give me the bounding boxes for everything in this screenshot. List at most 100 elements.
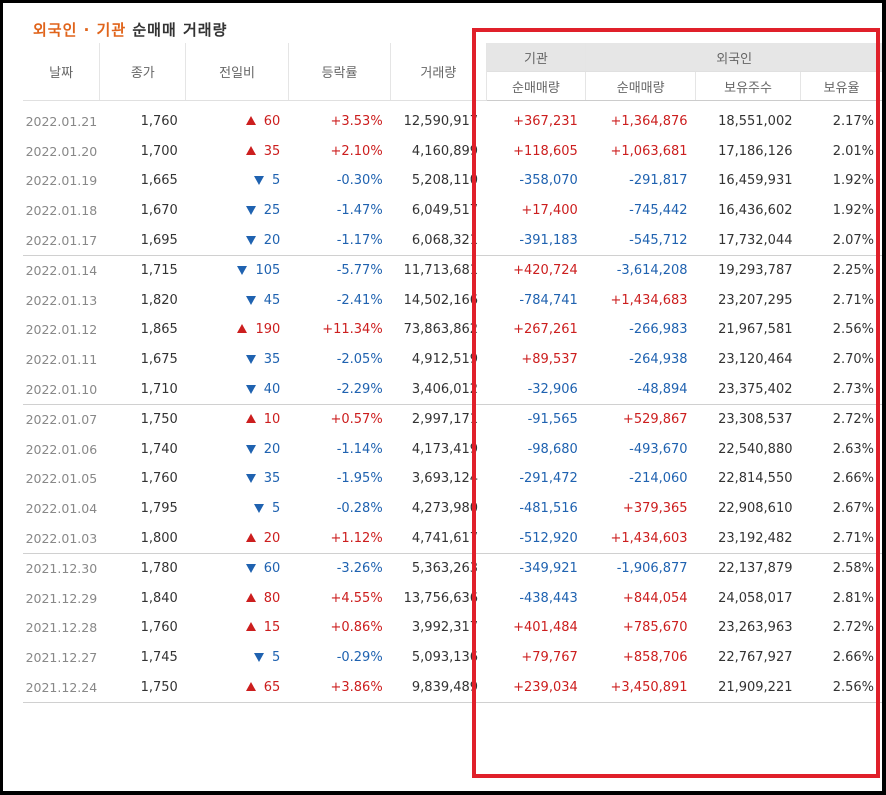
cell-foreign-net: -745,442 bbox=[586, 196, 696, 226]
table-row: 2022.01.06 1,740 20 -1.14% 4,173,419 -98,680 -… bbox=[23, 435, 882, 465]
cell-foreign-shares-value: 17,732,044 bbox=[718, 232, 793, 248]
cell-foreign-net: +529,867 bbox=[585, 403, 696, 435]
cell-volume-value: 14,502,166 bbox=[403, 292, 479, 308]
cell-volume: 3,406,012 bbox=[391, 374, 486, 404]
cell-foreign-shares-value: 22,767,927 bbox=[718, 649, 793, 665]
cell-institution-net-value: -481,516 bbox=[519, 501, 578, 517]
cell-date-value: 2022.01.21 bbox=[25, 114, 98, 130]
table-row: 2021.12.28 1,760 15 +0.86% 3,992,317 +401,484… bbox=[23, 613, 882, 643]
cell-date-value: 2022.01.13 bbox=[25, 292, 98, 308]
cell-volume-value: 6,049,517 bbox=[411, 203, 479, 219]
header-rate[interactable]: 등락률 bbox=[288, 43, 392, 101]
cell-close-value: 1,675 bbox=[140, 352, 178, 368]
header-foreign-shares[interactable]: 보유주수 bbox=[695, 71, 801, 101]
cell-foreign-shares-value: 23,192,482 bbox=[718, 530, 793, 546]
table-row: 2022.01.19 1,665 5 -0.30% 5,208,110 -358,070 -… bbox=[23, 166, 882, 196]
cell-date-value: 2022.01.19 bbox=[25, 173, 98, 189]
cell-volume: 4,912,519 bbox=[391, 345, 486, 375]
header-change[interactable]: 전일비 bbox=[185, 43, 289, 101]
cell-foreign-net-value: -1,906,877 bbox=[616, 561, 688, 577]
cell-date-value: 2022.01.03 bbox=[25, 530, 98, 546]
header-institution-net[interactable]: 순매매량 bbox=[486, 71, 587, 101]
cell-close: 1,745 bbox=[100, 643, 186, 673]
cell-foreign-shares: 23,263,963 bbox=[696, 613, 801, 643]
cell-close: 1,695 bbox=[100, 225, 186, 255]
cell-institution-net: -98,680 bbox=[486, 435, 586, 465]
cell-foreign-net-value: +844,054 bbox=[622, 590, 688, 606]
cell-date-value: 2021.12.29 bbox=[25, 590, 98, 606]
cell-date-value: 2022.01.18 bbox=[25, 203, 98, 219]
cell-change: 65 bbox=[185, 672, 289, 703]
table-row: 2022.01.04 1,795 5 -0.28% 4,273,980 -481,516 +… bbox=[23, 494, 882, 524]
cell-institution-net: -349,921 bbox=[486, 552, 586, 584]
cell-institution-net: +17,400 bbox=[486, 196, 586, 226]
cell-foreign-net-value: +379,365 bbox=[622, 501, 688, 517]
cell-rate: -1.95% bbox=[288, 464, 390, 494]
cell-foreign-ratio-value: 2.63% bbox=[832, 441, 874, 457]
cell-rate: -0.28% bbox=[288, 494, 390, 524]
cell-rate-value: -1.47% bbox=[336, 203, 383, 219]
cell-foreign-shares-value: 21,967,581 bbox=[718, 322, 793, 338]
cell-change-value: 10 bbox=[263, 412, 281, 428]
cell-volume-value: 13,756,636 bbox=[403, 590, 479, 606]
cell-volume-value: 11,713,681 bbox=[403, 263, 479, 279]
cell-rate-value: +2.10% bbox=[330, 143, 383, 159]
header-date[interactable]: 날짜 bbox=[23, 43, 101, 101]
cell-foreign-shares-value: 21,909,221 bbox=[718, 679, 793, 695]
cell-volume: 11,713,681 bbox=[390, 254, 487, 286]
cell-close-value: 1,670 bbox=[140, 203, 178, 219]
header-foreign-net[interactable]: 순매매량 bbox=[585, 71, 697, 101]
table-row: 2022.01.21 1,760 60 +3.53% 12,590,917 +367,23… bbox=[23, 101, 882, 137]
cell-date: 2022.01.20 bbox=[23, 137, 100, 167]
cell-close-value: 1,740 bbox=[140, 441, 178, 457]
cell-rate-value: -0.29% bbox=[336, 649, 383, 665]
cell-foreign-ratio-value: 2.71% bbox=[832, 292, 874, 308]
cell-rate-value: -1.95% bbox=[336, 471, 383, 487]
cell-volume: 12,590,917 bbox=[391, 101, 486, 137]
cell-change-value: 5 bbox=[272, 649, 281, 665]
cell-date: 2022.01.18 bbox=[23, 196, 100, 226]
cell-close: 1,800 bbox=[100, 523, 186, 553]
cell-foreign-net-value: -264,938 bbox=[629, 352, 688, 368]
cell-foreign-ratio-value: 2.25% bbox=[832, 263, 874, 279]
cell-date: 2021.12.28 bbox=[23, 613, 100, 643]
cell-foreign-net: -493,670 bbox=[586, 435, 696, 465]
content-panel: 외국인 · 기관 순매매 거래량 날짜 종가 전일비 등락률 거래량 기관 외국… bbox=[3, 3, 882, 791]
cell-volume: 4,741,617 bbox=[391, 523, 486, 553]
cell-change: 35 bbox=[186, 137, 289, 167]
cell-foreign-ratio-value: 2.66% bbox=[832, 471, 874, 487]
cell-change: 5 bbox=[186, 494, 289, 524]
cell-foreign-ratio-value: 2.01% bbox=[832, 143, 874, 159]
cell-institution-net: -32,906 bbox=[486, 374, 586, 404]
cell-change: 20 bbox=[186, 225, 289, 255]
cell-foreign-shares: 22,540,880 bbox=[696, 435, 801, 465]
cell-date-value: 2022.01.17 bbox=[25, 232, 98, 248]
cell-volume: 4,160,899 bbox=[391, 137, 486, 167]
cell-close-value: 1,795 bbox=[140, 501, 178, 517]
cell-date: 2022.01.07 bbox=[23, 403, 100, 435]
cell-volume: 5,208,110 bbox=[391, 166, 486, 196]
cell-institution-net-value: -391,183 bbox=[519, 232, 578, 248]
cell-foreign-shares: 22,767,927 bbox=[696, 643, 801, 673]
cell-rate: -0.30% bbox=[288, 166, 390, 196]
cell-volume-value: 12,590,917 bbox=[403, 114, 479, 130]
cell-foreign-shares: 22,137,879 bbox=[695, 552, 801, 584]
cell-foreign-ratio: 1.92% bbox=[801, 196, 883, 226]
cell-foreign-shares: 22,814,550 bbox=[696, 464, 801, 494]
cell-foreign-net-value: -3,614,208 bbox=[616, 263, 688, 279]
cell-change: 105 bbox=[185, 254, 289, 286]
cell-foreign-shares: 22,908,610 bbox=[696, 494, 801, 524]
cell-institution-net: -481,516 bbox=[486, 494, 586, 524]
header-volume[interactable]: 거래량 bbox=[390, 43, 487, 101]
cell-foreign-ratio-value: 2.56% bbox=[832, 322, 874, 338]
cell-close-value: 1,865 bbox=[140, 322, 178, 338]
cell-foreign-ratio: 2.56% bbox=[800, 672, 882, 703]
header-close[interactable]: 종가 bbox=[99, 43, 187, 101]
cell-change: 15 bbox=[186, 613, 289, 643]
header-foreign-ratio[interactable]: 보유율 bbox=[800, 71, 882, 101]
cell-foreign-ratio: 2.70% bbox=[801, 345, 883, 375]
cell-foreign-ratio-value: 2.17% bbox=[832, 114, 874, 130]
cell-foreign-shares-value: 23,375,402 bbox=[718, 381, 793, 397]
cell-foreign-ratio: 2.25% bbox=[800, 254, 882, 286]
cell-date-value: 2021.12.28 bbox=[25, 620, 98, 636]
